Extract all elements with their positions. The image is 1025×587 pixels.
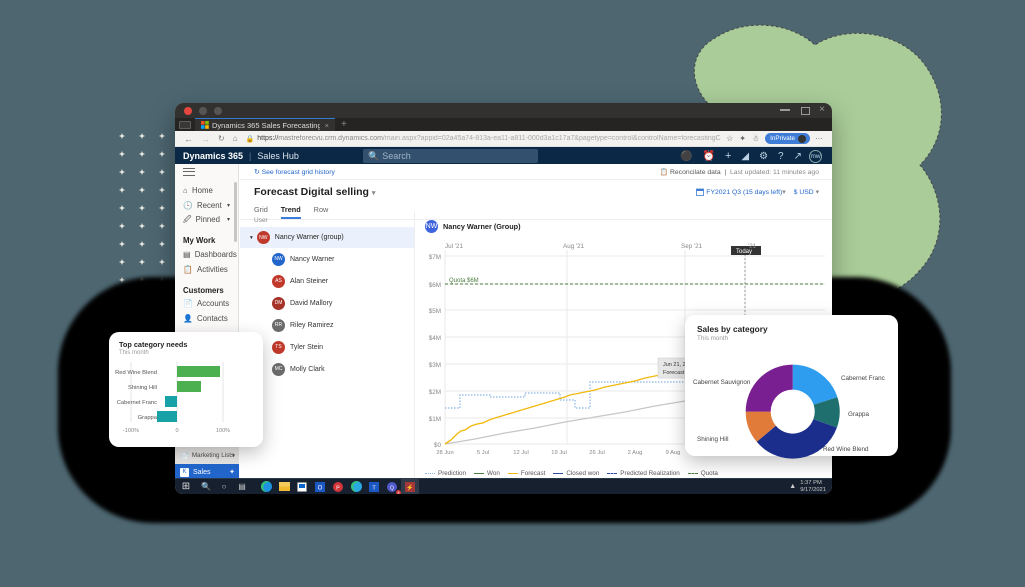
- svg-text:19 Jul: 19 Jul: [551, 450, 566, 456]
- svg-text:Cabernet Sauvignon: Cabernet Sauvignon: [693, 379, 751, 386]
- svg-text:$6M: $6M: [429, 282, 441, 289]
- svg-text:⚡: ⚡: [406, 483, 413, 491]
- svg-text:100%: 100%: [216, 428, 230, 434]
- svg-text:-100%: -100%: [123, 428, 139, 434]
- svg-text:12 Jul: 12 Jul: [513, 450, 528, 456]
- svg-text:Red Wine Blend: Red Wine Blend: [823, 446, 869, 453]
- svg-text:P: P: [336, 485, 340, 491]
- svg-text:2 Aug: 2 Aug: [628, 450, 643, 456]
- svg-text:Q: Q: [390, 485, 394, 491]
- svg-text:Shining Hill: Shining Hill: [128, 385, 157, 391]
- svg-text:28 Jun: 28 Jun: [436, 450, 453, 456]
- svg-text:Quota $6M: Quota $6M: [449, 278, 479, 284]
- svg-text:O: O: [318, 485, 323, 491]
- svg-text:Shining Hill: Shining Hill: [697, 436, 729, 443]
- svg-text:Red Wine Blend: Red Wine Blend: [115, 370, 157, 376]
- svg-text:'21: '21: [748, 243, 757, 250]
- svg-text:9 Aug: 9 Aug: [666, 450, 681, 456]
- svg-text:Grappa: Grappa: [848, 411, 870, 418]
- svg-text:$5M: $5M: [429, 308, 441, 315]
- svg-text:$4M: $4M: [429, 335, 441, 342]
- svg-text:Cabernet Franc: Cabernet Franc: [841, 375, 885, 382]
- svg-text:$3M: $3M: [429, 362, 441, 369]
- svg-text:Sep '21: Sep '21: [681, 243, 703, 250]
- svg-text:Grappa: Grappa: [138, 415, 158, 421]
- svg-text:$0: $0: [434, 442, 442, 449]
- svg-text:$1M: $1M: [429, 416, 441, 423]
- svg-text:$2M: $2M: [429, 389, 441, 396]
- svg-text:Jul '21: Jul '21: [445, 243, 464, 250]
- svg-text:$7M: $7M: [429, 254, 441, 261]
- svg-text:5 Jul: 5 Jul: [477, 450, 489, 456]
- svg-text:26 Jul: 26 Jul: [589, 450, 604, 456]
- svg-text:0: 0: [175, 428, 178, 434]
- svg-text:Cabernet Franc: Cabernet Franc: [117, 400, 157, 406]
- svg-text:Aug '21: Aug '21: [563, 243, 585, 250]
